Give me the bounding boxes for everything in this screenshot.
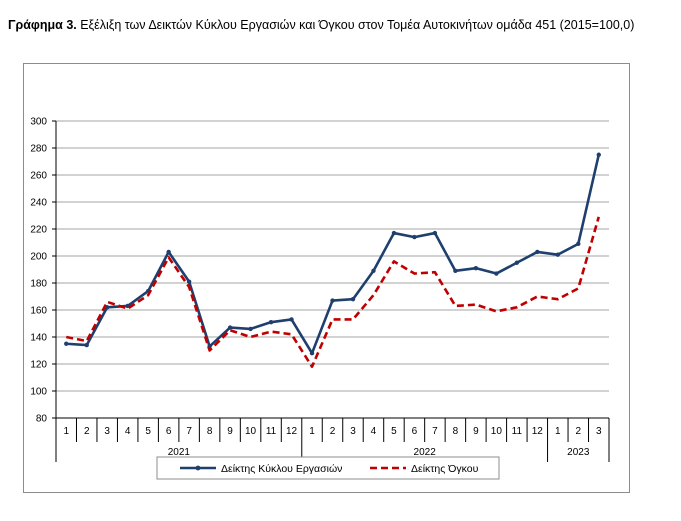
data-point-turnover — [535, 249, 540, 255]
x-tick-label: 3 — [596, 426, 602, 437]
series-line-volume — [65, 216, 601, 369]
y-tick-label-120: 120 — [30, 360, 47, 371]
y-tick-label-80: 80 — [36, 414, 48, 425]
data-point-turnover — [473, 265, 479, 271]
x-tick-label: 10 — [491, 426, 503, 437]
x-tick-label: 4 — [371, 426, 377, 437]
chart-title: Γράφημα 3. Εξέλιξη των Δεικτών Κύκλου Ερ… — [8, 18, 634, 32]
x-tick-label: 11 — [512, 426, 523, 437]
x-tick-label: 9 — [227, 426, 233, 437]
data-point-turnover — [412, 234, 417, 240]
year-label-2023: 2023 — [567, 447, 590, 458]
data-point-turnover — [289, 317, 294, 322]
x-tick-label: 12 — [532, 426, 544, 437]
legend-marker-turnover — [195, 465, 201, 471]
y-tick-label-140: 140 — [30, 333, 47, 344]
x-tick-label: 8 — [207, 426, 213, 437]
x-tick-label: 6 — [166, 426, 172, 437]
x-tick-label: 5 — [145, 426, 151, 437]
chart-title-prefix: Γράφημα 3. — [8, 18, 77, 32]
data-point-turnover — [248, 326, 253, 332]
y-tick-label-200: 200 — [30, 252, 47, 263]
x-tick-label: 4 — [125, 426, 131, 437]
x-tick-label: 12 — [286, 426, 298, 437]
x-tick-label: 11 — [266, 426, 277, 437]
x-tick-label: 1 — [63, 426, 69, 437]
data-point-turnover — [555, 252, 560, 257]
x-tick-label: 5 — [391, 426, 397, 437]
data-point-turnover — [309, 351, 315, 356]
y-tick-label-280: 280 — [30, 144, 47, 155]
chart-title-text: Εξέλιξη των Δεικτών Κύκλου Εργασιών και … — [76, 18, 635, 32]
x-tick-label: 9 — [473, 426, 479, 437]
data-point-turnover — [84, 342, 89, 348]
data-point-turnover — [596, 152, 601, 157]
y-tick-label-260: 260 — [30, 171, 47, 182]
data-point-turnover — [166, 249, 171, 255]
x-tick-label: 6 — [412, 426, 418, 437]
y-tick-label-300: 300 — [30, 117, 47, 128]
x-tick-label: 7 — [432, 426, 438, 437]
x-tick-label: 1 — [555, 426, 561, 437]
x-tick-label: 7 — [186, 426, 192, 437]
legend-label-turnover: Δείκτης Κύκλου Εργασιών — [221, 463, 342, 475]
y-tick-label-180: 180 — [30, 279, 47, 290]
x-tick-label: 10 — [245, 426, 257, 437]
data-point-turnover — [227, 325, 233, 330]
x-tick-label: 8 — [453, 426, 459, 437]
x-tick-label: 3 — [350, 426, 356, 437]
chart-frame — [23, 63, 630, 493]
data-point-turnover — [371, 268, 376, 274]
series-line-turnover — [66, 154, 601, 355]
gridlines — [56, 120, 609, 419]
legend: Δείκτης Κύκλου Εργασιών Δείκτης Όγκου — [156, 456, 500, 480]
x-tick-label: 2 — [575, 426, 581, 437]
data-point-turnover — [330, 298, 335, 303]
x-tick-label: 3 — [104, 426, 110, 437]
y-axis: 80 100 120 140 160 180 200 220 240 260 280 300 — [30, 117, 57, 425]
year-label-2021: 2021 — [168, 447, 191, 458]
legend-box — [156, 456, 500, 480]
data-point-turnover — [268, 319, 274, 325]
data-point-turnover — [64, 341, 69, 346]
x-tick-label: 2 — [330, 426, 336, 437]
data-point-turnover — [432, 230, 438, 236]
x-tick-label: 2 — [84, 426, 90, 437]
legend-label-volume: Δείκτης Όγκου — [411, 463, 479, 475]
data-point-turnover — [514, 260, 520, 265]
data-point-turnover — [186, 279, 192, 284]
y-tick-label-240: 240 — [30, 198, 47, 209]
series-lines — [64, 152, 601, 369]
data-point-turnover — [350, 297, 356, 302]
data-point-turnover — [391, 230, 397, 236]
x-tick-label: 1 — [309, 426, 315, 437]
data-point-turnover — [453, 268, 458, 274]
year-label-2022: 2022 — [414, 447, 437, 458]
y-tick-label-220: 220 — [30, 225, 47, 236]
data-point-turnover — [576, 241, 581, 247]
data-point-turnover — [494, 271, 499, 276]
y-tick-label-160: 160 — [30, 306, 47, 317]
y-tick-label-100: 100 — [30, 387, 47, 398]
